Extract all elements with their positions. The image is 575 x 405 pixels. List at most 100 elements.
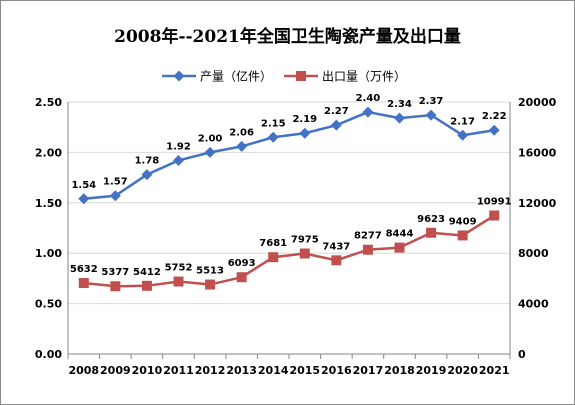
point-output <box>425 109 437 121</box>
x-tick-label: 2014 <box>258 364 289 377</box>
data-label-output: 2.27 <box>324 106 349 117</box>
y-axis-left-ticks: 0.00 0.50 1.00 1.50 2.00 2.50 <box>35 96 62 361</box>
data-label-output: 2.17 <box>450 116 475 127</box>
legend-label-output: 产量（亿件） <box>200 69 272 84</box>
point-output <box>488 124 500 136</box>
point-export <box>426 227 437 238</box>
data-label-output: 2.22 <box>482 111 507 122</box>
point-output <box>141 169 153 181</box>
point-output <box>267 131 279 143</box>
point-output <box>330 119 342 131</box>
data-label-export: 9409 <box>449 216 477 227</box>
data-label-output: 1.78 <box>135 156 160 167</box>
series-line-output <box>83 110 495 201</box>
legend-marker-diamond <box>173 70 185 82</box>
x-tick-label: 2010 <box>132 364 163 377</box>
data-label-export: 8277 <box>354 231 382 242</box>
legend-item-export: 出口量（万件） <box>284 70 406 84</box>
x-tick-label: 2016 <box>321 364 352 377</box>
point-output <box>457 129 469 141</box>
series-output: 1.54 1.57 1.78 1.92 2.00 2.06 2.15 2.19 2.27 2.40… <box>71 93 507 205</box>
data-label-output: 2.15 <box>261 118 286 129</box>
y-left-tick-label: 2.50 <box>35 96 62 109</box>
data-label-output: 1.54 <box>71 180 96 191</box>
data-label-export: 10991 <box>477 197 512 208</box>
gridlines <box>68 101 510 305</box>
y-axis-right-ticks: 0 4000 8000 12000 16000 20000 <box>518 96 557 361</box>
data-label-export: 5412 <box>133 267 161 278</box>
data-label-export: 8444 <box>386 229 414 240</box>
y-left-tick-label: 1.50 <box>35 197 62 210</box>
data-label-output: 2.37 <box>419 96 444 107</box>
point-export <box>362 244 373 255</box>
point-export <box>78 278 89 289</box>
legend-marker-square <box>296 71 306 81</box>
point-output <box>236 140 248 152</box>
x-axis-ticks: 2008 2009 2010 2011 2012 2013 2014 2015 2016 2017… <box>68 364 509 377</box>
point-export <box>331 255 342 266</box>
data-label-output: 2.00 <box>198 133 223 144</box>
y-left-tick-label: 2.00 <box>35 146 62 159</box>
x-tick-label: 2011 <box>163 364 194 377</box>
x-tick-label: 2009 <box>100 364 131 377</box>
point-export <box>236 272 247 283</box>
point-output <box>109 190 121 202</box>
point-export <box>394 242 405 253</box>
point-export <box>299 248 310 259</box>
chart-title: 2008年--2021年全国卫生陶瓷产量及出口量 <box>114 26 461 47</box>
data-label-output: 1.92 <box>166 141 191 152</box>
point-output <box>78 193 90 205</box>
point-export <box>457 230 468 241</box>
point-export <box>268 252 279 263</box>
point-export <box>173 276 184 287</box>
series-line-export <box>83 214 495 288</box>
legend: 产量（亿件） 出口量（万件） <box>162 69 406 84</box>
x-tick-label: 2021 <box>479 364 510 377</box>
x-tick-label: 2015 <box>289 364 320 377</box>
data-label-output: 2.34 <box>387 99 412 110</box>
data-label-export: 9623 <box>417 214 445 225</box>
point-export <box>205 279 216 290</box>
data-label-export: 5752 <box>165 263 193 274</box>
y-left-tick-label: 0.00 <box>35 348 62 361</box>
x-tick-label: 2012 <box>195 364 226 377</box>
y-right-tick-label: 0 <box>518 348 526 361</box>
data-label-export: 6093 <box>228 258 256 269</box>
y-right-tick-label: 12000 <box>518 197 557 210</box>
point-export <box>110 281 121 292</box>
y-left-tick-label: 1.00 <box>35 247 62 260</box>
point-output <box>362 106 374 118</box>
y-left-tick-label: 0.50 <box>35 298 62 311</box>
data-label-export: 7681 <box>259 238 287 249</box>
data-label-output: 2.40 <box>356 93 381 104</box>
x-tick-label: 2020 <box>447 364 478 377</box>
y-right-tick-label: 16000 <box>518 146 557 159</box>
legend-item-output: 产量（亿件） <box>162 69 272 84</box>
point-output <box>394 112 405 124</box>
point-output <box>173 154 184 166</box>
x-tick-label: 2013 <box>226 364 257 377</box>
point-export <box>141 280 152 291</box>
y-right-tick-label: 8000 <box>518 247 549 260</box>
data-label-export: 5513 <box>196 266 224 277</box>
legend-label-export: 出口量（万件） <box>322 70 406 84</box>
x-tick-label: 2008 <box>68 364 99 377</box>
point-export <box>489 210 500 221</box>
point-output <box>204 146 216 158</box>
data-label-export: 7975 <box>291 235 319 246</box>
x-tick-label: 2017 <box>353 364 384 377</box>
axes <box>67 102 511 359</box>
y-right-tick-label: 20000 <box>518 96 557 109</box>
point-output <box>299 127 311 139</box>
y-right-tick-label: 4000 <box>518 298 549 311</box>
x-tick-label: 2019 <box>416 364 447 377</box>
x-tick-label: 2018 <box>384 364 415 377</box>
data-label-output: 2.19 <box>292 114 317 125</box>
data-label-export: 7437 <box>322 241 350 252</box>
data-label-output: 1.57 <box>103 177 128 188</box>
data-label-export: 5632 <box>70 264 98 275</box>
data-label-output: 2.06 <box>229 127 254 138</box>
data-label-export: 5377 <box>101 267 129 278</box>
